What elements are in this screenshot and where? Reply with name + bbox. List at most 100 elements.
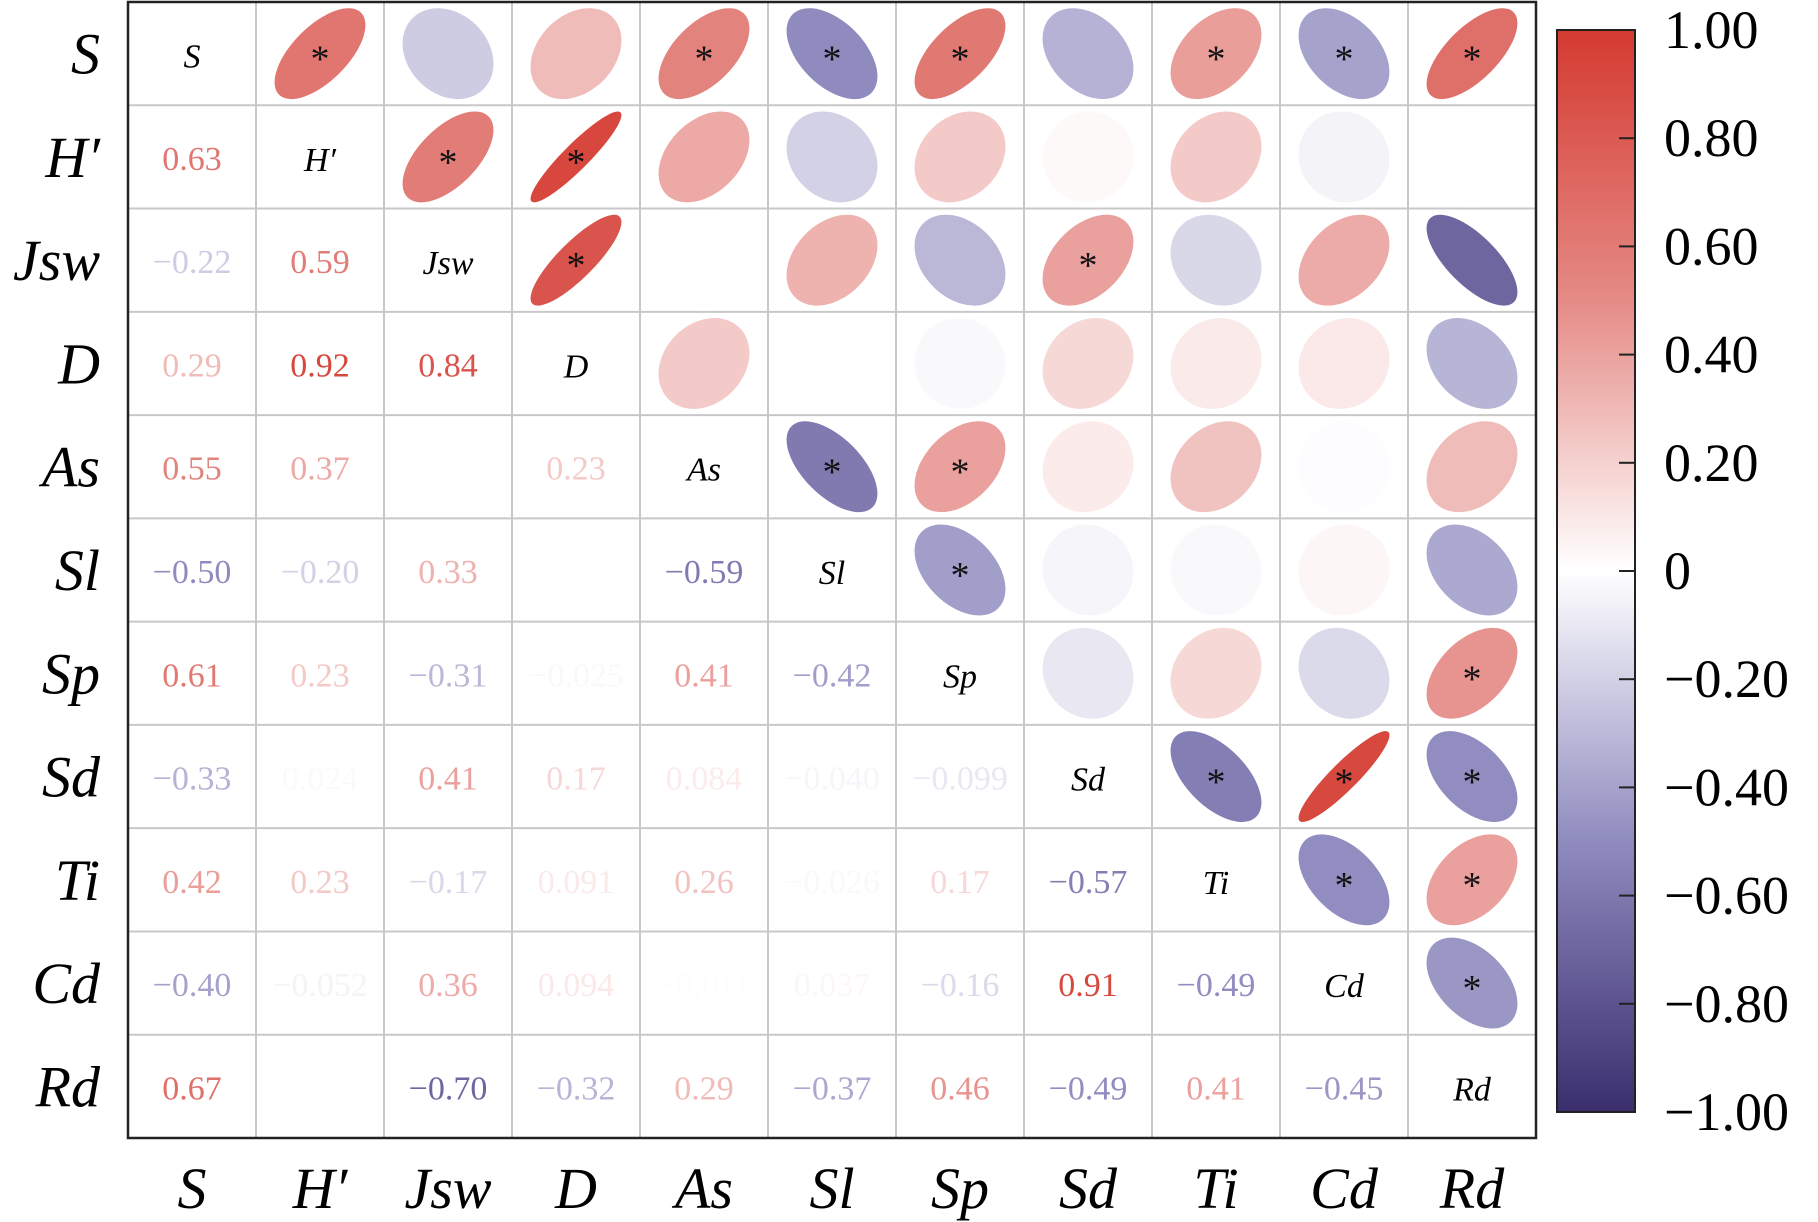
correlation-value: −0.70 [409,1070,488,1107]
correlation-value: −0.33 [153,761,232,798]
correlation-value: 0.23 [546,451,606,488]
correlation-value: 0.92 [290,347,350,384]
significance-marker: * [1463,968,1482,1010]
correlation-ellipse [1170,524,1262,616]
correlation-value: 0.037 [794,967,871,1004]
diagonal-label: Sp [943,658,977,695]
correlation-ellipse [786,111,878,203]
row-label: S [71,22,100,87]
significance-marker: * [439,142,458,184]
correlation-ellipse [1298,8,1390,100]
colorbar-tick-label: −0.20 [1664,649,1789,709]
colorbar-tick-label: 0.20 [1664,433,1759,493]
correlation-ellipse [1042,111,1134,203]
column-label: Ti [1193,1156,1238,1221]
correlation-value: 0.91 [1058,967,1118,1004]
correlation-ellipse [1298,421,1390,513]
row-label: Sp [42,641,100,706]
correlation-value: −0.20 [281,554,360,591]
significance-marker: * [1463,865,1482,907]
correlation-value: −0.16 [921,967,1000,1004]
row-labels: S H′ Jsw D As Sl Sp Sd Ti Cd Rd [13,22,101,1120]
correlation-ellipse [786,421,878,513]
correlation-ellipse [786,318,878,409]
correlation-ellipse [914,421,1006,513]
row-label: Sl [55,538,100,603]
correlation-ellipse [1426,731,1518,822]
row-label: Ti [55,848,100,913]
correlation-ellipse [1298,111,1390,203]
column-label: D [554,1156,597,1221]
correlation-ellipse [1298,834,1390,926]
correlation-ellipse [1426,318,1518,409]
correlation-ellipse [1170,627,1262,719]
correlation-ellipse [914,318,1006,409]
correlation-value: 0.84 [418,347,478,384]
significance-marker: * [1207,39,1226,81]
colorbar: 1.00 0.80 0.60 0.40 0.20 0 −0.20 −0.40 −0.60 −0.8… [1556,0,1789,1142]
correlation-value: −0.099 [912,761,1008,798]
matrix-grid [126,0,1538,1140]
correlation-value: 0.46 [930,1070,990,1107]
correlation-ellipse [1426,421,1518,513]
significance-marker: * [695,39,714,81]
diagonal-label: Sd [1071,762,1106,799]
correlation-ellipse [1426,214,1518,306]
row-label: Cd [32,951,101,1016]
colorbar-tick-label: 0.40 [1664,325,1759,385]
diagonal-label: Jsw [423,245,474,282]
significance-marker: * [1335,762,1354,804]
row-label: D [57,331,100,396]
correlation-value: 0.084 [666,761,743,798]
correlation-ellipse [402,8,494,100]
correlation-ellipse [1042,627,1134,719]
correlation-value: 0.17 [930,864,990,901]
column-labels: S H′ Jsw D As Sl Sp Sd Ti Cd Rd [178,1156,1506,1221]
correlation-ellipse [1042,214,1134,306]
correlation-ellipse [658,111,750,203]
column-label: H′ [292,1156,349,1221]
significance-marker: * [567,245,586,287]
column-label: Sp [931,1156,989,1221]
correlation-ellipse [1170,111,1262,203]
diagonal-label: Cd [1324,968,1365,1005]
correlation-ellipse [1170,731,1262,822]
significance-marker: * [1335,39,1354,81]
correlation-value: 0.41 [418,761,478,798]
correlation-ellipse [530,111,622,203]
correlation-ellipse [1170,421,1262,513]
column-label: Cd [1310,1156,1379,1221]
correlation-value: 0.67 [162,1070,222,1107]
correlation-ellipse [914,8,1006,100]
significance-marker: * [1079,245,1098,287]
correlation-value: 0.61 [162,657,222,694]
correlation-ellipse [1426,111,1518,203]
significance-marker: * [1463,762,1482,804]
correlation-value: −0.0034 [392,451,505,488]
colorbar-tick-label: 1.00 [1664,0,1759,60]
correlation-value: 0.29 [162,347,222,384]
correlation-ellipse [1298,318,1390,409]
diagonal-label: S [184,39,201,76]
row-label: Rd [35,1054,101,1119]
significance-marker: * [1335,865,1354,907]
correlation-value: −0.40 [153,967,232,1004]
correlation-ellipse [1298,731,1390,822]
diagonal-label: H′ [303,142,337,179]
correlation-ellipse [658,214,750,306]
correlation-ellipse [658,8,750,100]
correlation-ellipse [274,8,366,100]
correlation-value: 0.37 [290,451,350,488]
matrix-cells: S * * * * * * * 0.63 H′ * * −0.22 0.59 Jsw * * 0.29 0.92 0.… [153,8,1518,1108]
correlation-value: −0.49 [1177,967,1256,1004]
significance-marker: * [1207,762,1226,804]
correlation-value: 0.36 [418,967,478,1004]
correlation-value: 0.23 [290,657,350,694]
row-label: H′ [44,125,101,190]
colorbar-tick-label: −0.80 [1664,974,1789,1034]
correlation-ellipse [1170,8,1262,100]
correlation-value: −0.59 [665,554,744,591]
correlation-value: 0.33 [418,554,478,591]
correlation-value: −0.37 [793,1070,872,1107]
